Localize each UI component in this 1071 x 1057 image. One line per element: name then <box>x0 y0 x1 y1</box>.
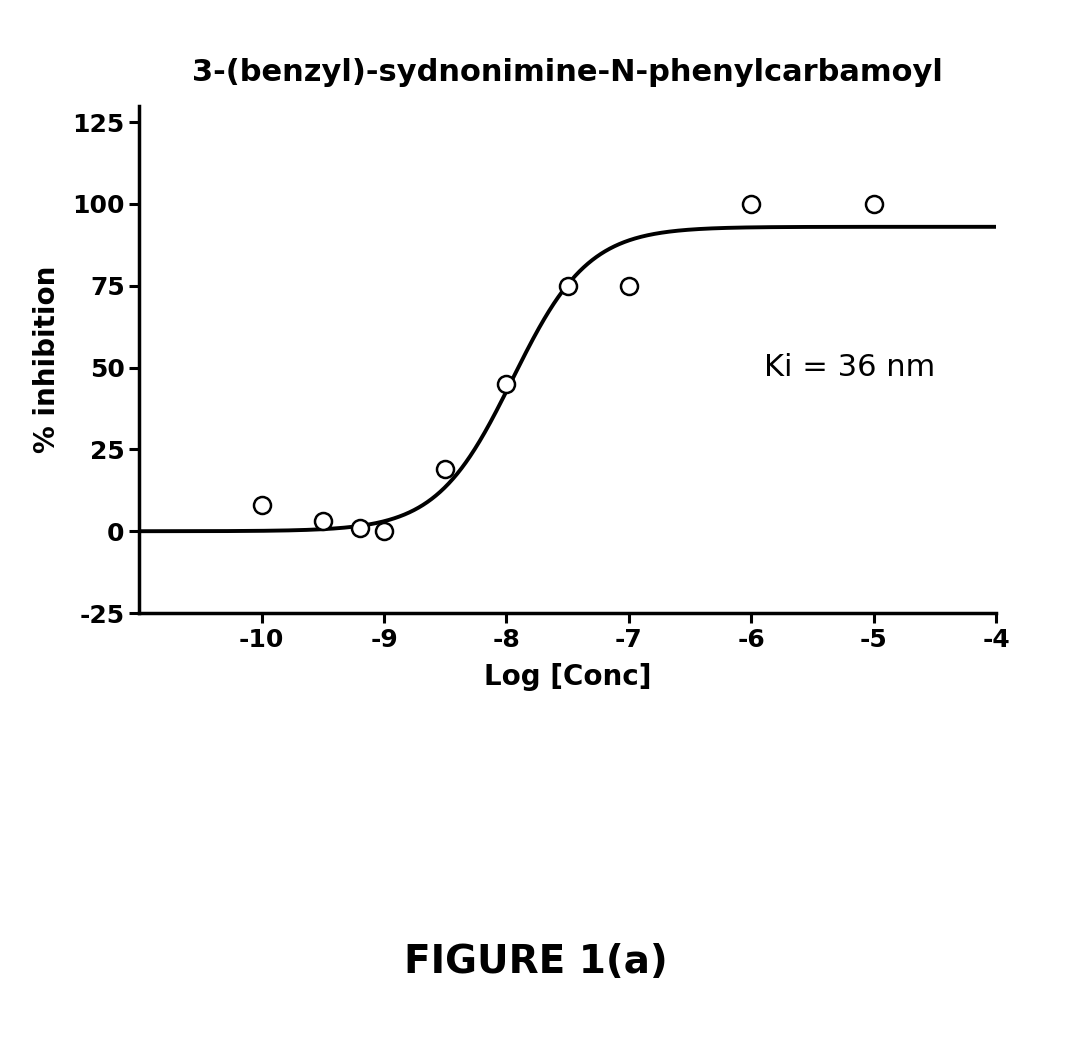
X-axis label: Log [Conc]: Log [Conc] <box>484 663 651 691</box>
Point <box>253 497 270 514</box>
Title: 3-(benzyl)-sydnonimine-N-phenylcarbamoyl: 3-(benzyl)-sydnonimine-N-phenylcarbamoyl <box>192 58 944 87</box>
Y-axis label: % inhibition: % inhibition <box>33 265 61 453</box>
Point <box>314 513 331 530</box>
Text: FIGURE 1(a): FIGURE 1(a) <box>404 943 667 981</box>
Point <box>559 277 576 294</box>
Point <box>620 277 637 294</box>
Point <box>498 375 515 392</box>
Point <box>437 461 454 478</box>
Point <box>351 519 368 536</box>
Point <box>742 196 759 212</box>
Point <box>376 523 393 540</box>
Text: Ki = 36 nm: Ki = 36 nm <box>764 353 935 382</box>
Point <box>865 196 883 212</box>
